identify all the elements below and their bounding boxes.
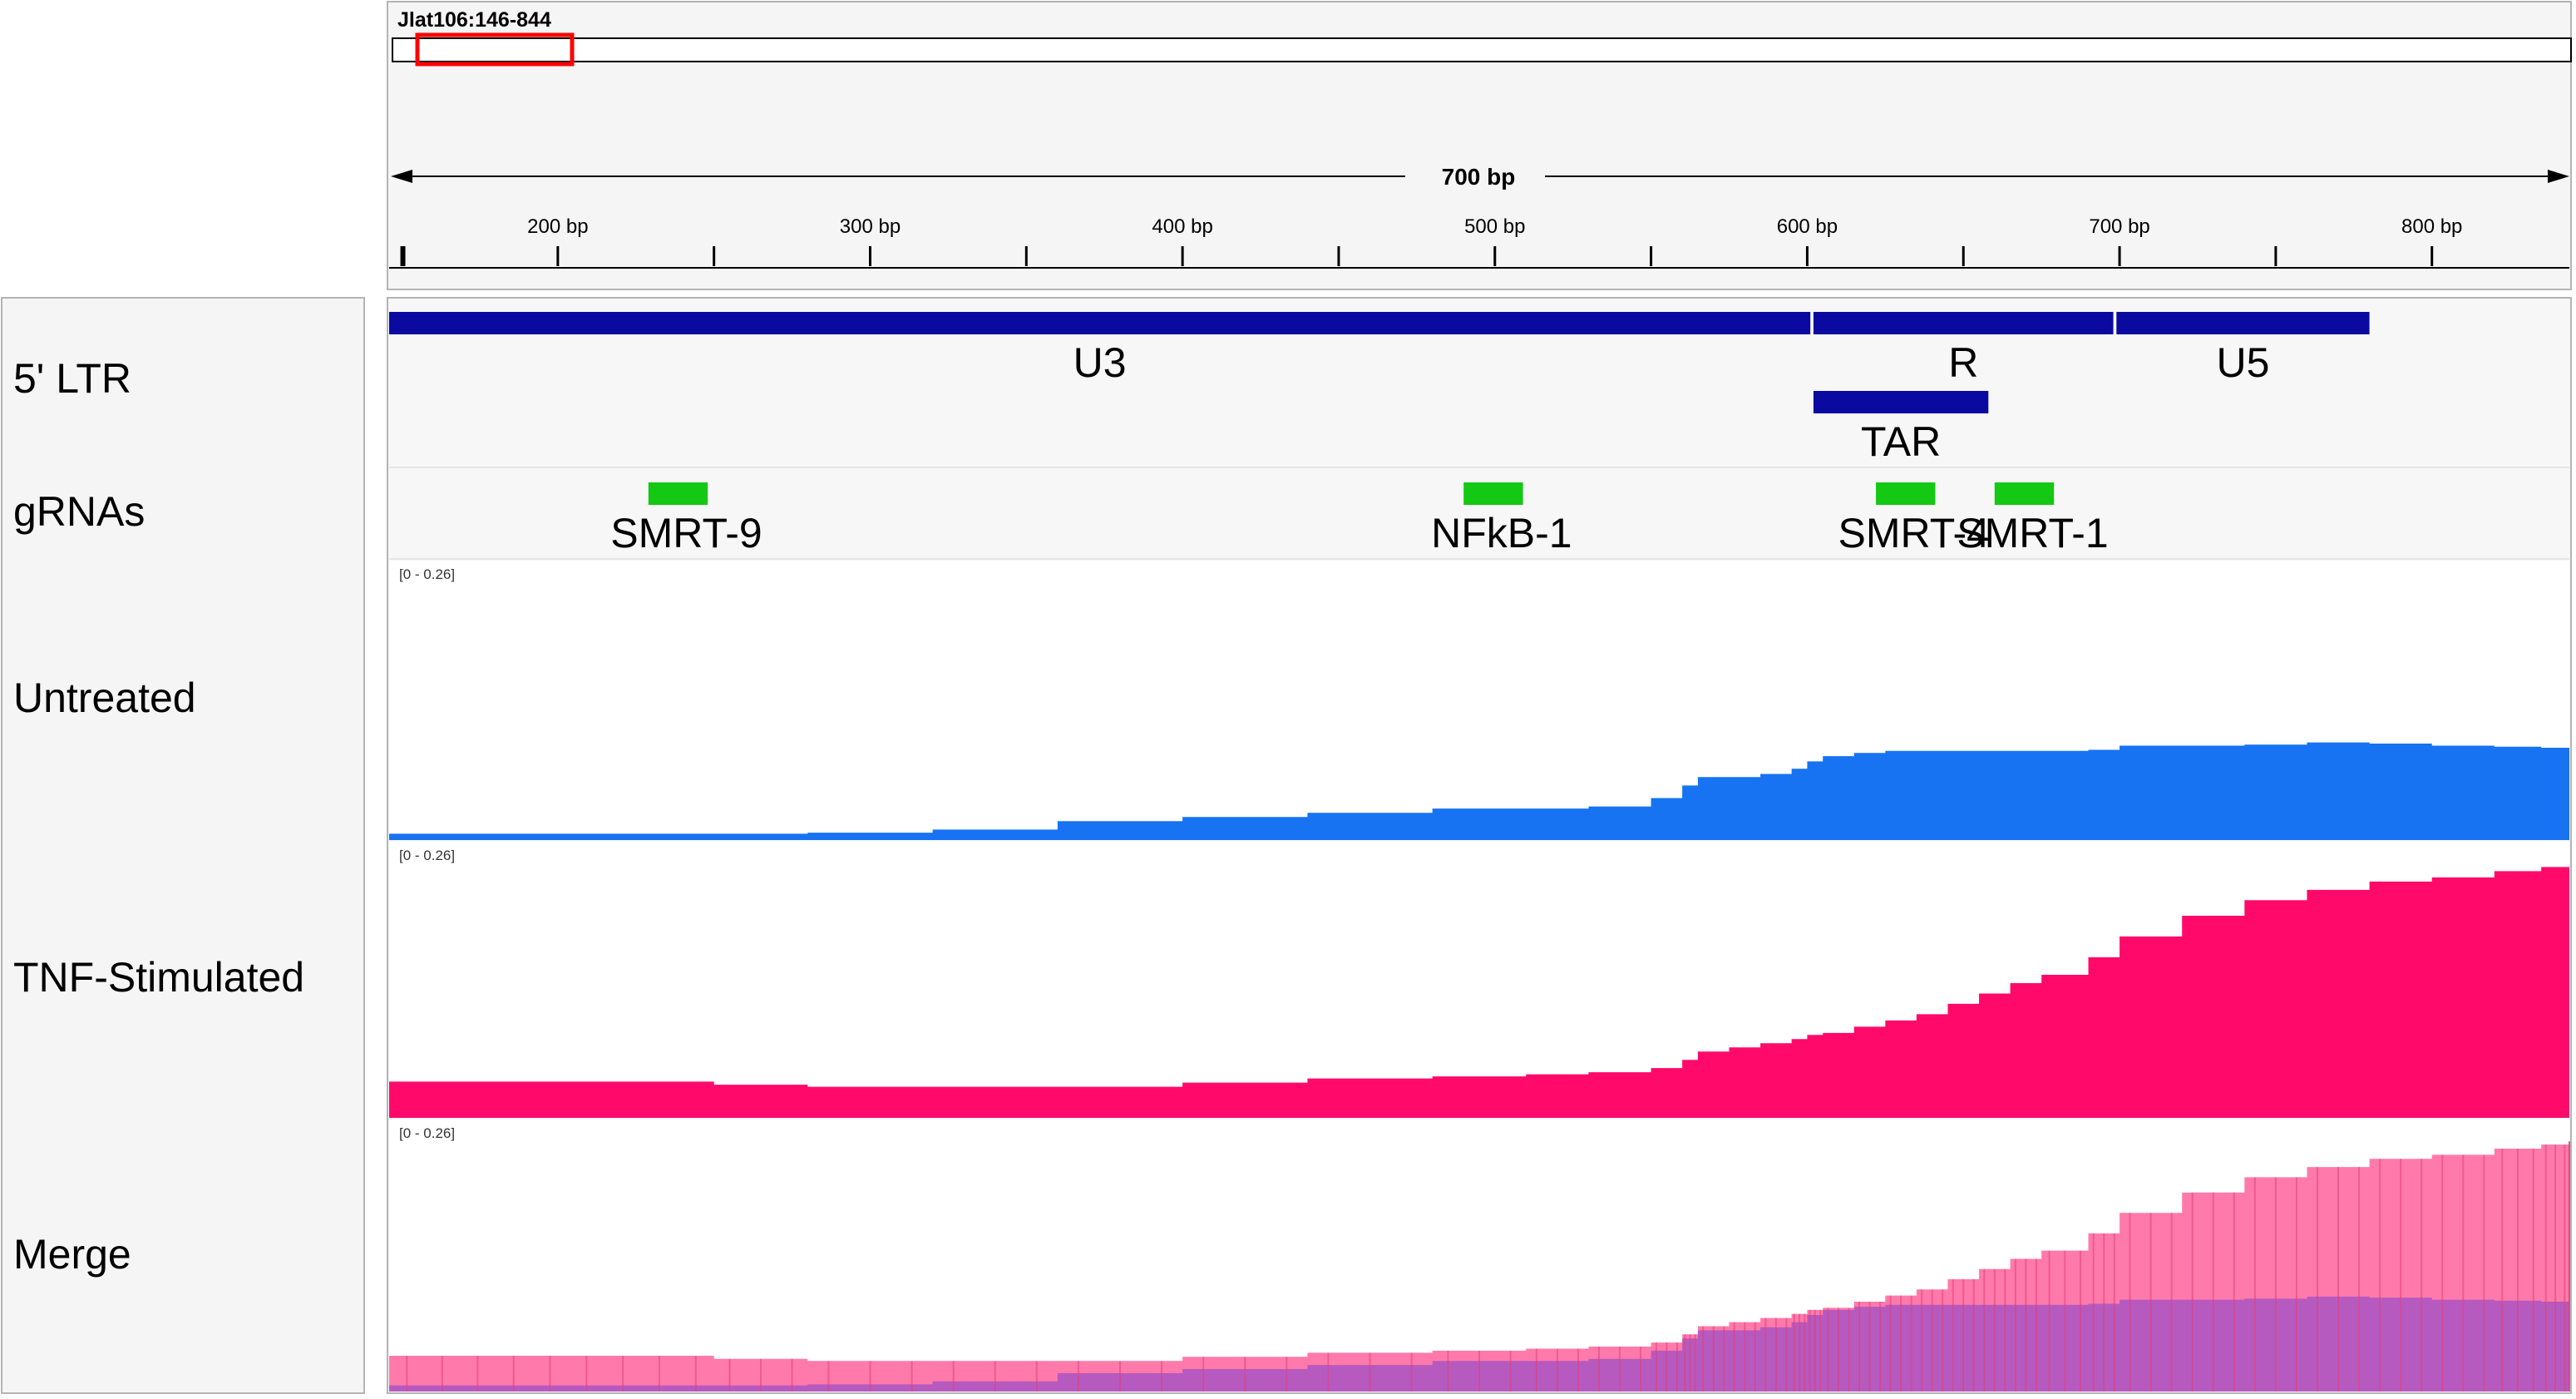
track-name-panel: 5' LTR gRNAs Untreated TNF-Stimulated Me…	[1, 297, 365, 1394]
feature-r[interactable]	[1813, 312, 2114, 334]
ruler-ticks: 200 bp 300 bp 400 bp 500 bp 600 bp 700 bp 800 …	[400, 215, 2462, 266]
feature-u3[interactable]	[389, 312, 1811, 334]
grna-smrt-9[interactable]	[648, 482, 708, 505]
ruler-tick-label: 500 bp	[1464, 215, 1525, 238]
locus-label: Jlat106:146-844	[397, 8, 551, 32]
data-range-label: [0 - 0.26]	[399, 848, 455, 863]
grna-label-smrt-9: SMRT-9	[610, 510, 762, 556]
chromosome-ideogram[interactable]	[392, 37, 2572, 62]
untreated-coverage-area[interactable]	[389, 742, 2569, 840]
grna-label-smrt-4: SMRT-4	[1838, 510, 1990, 556]
feature-label-u5: U5	[2216, 339, 2269, 386]
track-label-ltr[interactable]: 5' LTR	[13, 355, 131, 402]
span-arrow-right	[2548, 170, 2569, 183]
grna-label-smrt-1: SMRT-1	[1957, 510, 2108, 556]
merge-untreated-area[interactable]	[389, 1296, 2569, 1392]
track-label-untreated[interactable]: Untreated	[13, 675, 196, 721]
track-label-grnas[interactable]: gRNAs	[13, 488, 145, 535]
grna-nfkb-1[interactable]	[1463, 482, 1523, 505]
ruler-tick-label: 700 bp	[2089, 215, 2149, 238]
ruler-tick-label: 800 bp	[2401, 215, 2462, 238]
ruler-tick-label: 200 bp	[527, 215, 588, 238]
merge-coverage-track: [0 - 0.26]	[389, 1120, 2570, 1392]
grna-track: SMRT-9 NFkB-1 SMRT-4 SMRT-1	[610, 482, 2109, 556]
ruler-panel: Jlat106:146-844 700 bp 200 bp 300 bp 400 b…	[387, 1, 2572, 290]
span-label: 700 bp	[1442, 164, 1516, 190]
data-range-label: [0 - 0.26]	[399, 1125, 455, 1141]
data-panel: U3 R U5 TAR SMRT-9 NFkB-1 SMRT-4 SMRT-1 …	[387, 297, 2572, 1394]
grna-smrt-1[interactable]	[1994, 482, 2055, 505]
tnf-coverage-track: [0 - 0.26]	[389, 842, 2569, 1118]
ruler-tick-label: 300 bp	[840, 215, 901, 238]
feature-u5[interactable]	[2116, 312, 2370, 334]
ltr-track: U3 R U5 TAR	[389, 312, 2370, 465]
untreated-coverage-track: [0 - 0.26]	[389, 561, 2569, 840]
feature-label-r: R	[1948, 339, 1978, 386]
feature-label-tar: TAR	[1861, 418, 1941, 465]
tnf-coverage-area[interactable]	[389, 863, 2569, 1118]
region-of-interest-box[interactable]	[415, 32, 575, 67]
ruler-tick-label: 600 bp	[1777, 215, 1838, 238]
merge-striations	[406, 1141, 2570, 1392]
data-range-label: [0 - 0.26]	[399, 566, 455, 582]
grna-smrt-4[interactable]	[1876, 482, 1936, 505]
span-arrow-left	[391, 170, 412, 183]
feature-label-u3: U3	[1073, 339, 1127, 386]
grna-label-nfkb-1: NFkB-1	[1431, 510, 1572, 556]
ruler-tick-label: 400 bp	[1152, 215, 1212, 238]
feature-tar[interactable]	[1813, 391, 1989, 413]
track-label-merge[interactable]: Merge	[13, 1231, 131, 1278]
track-label-tnf[interactable]: TNF-Stimulated	[13, 954, 304, 1001]
